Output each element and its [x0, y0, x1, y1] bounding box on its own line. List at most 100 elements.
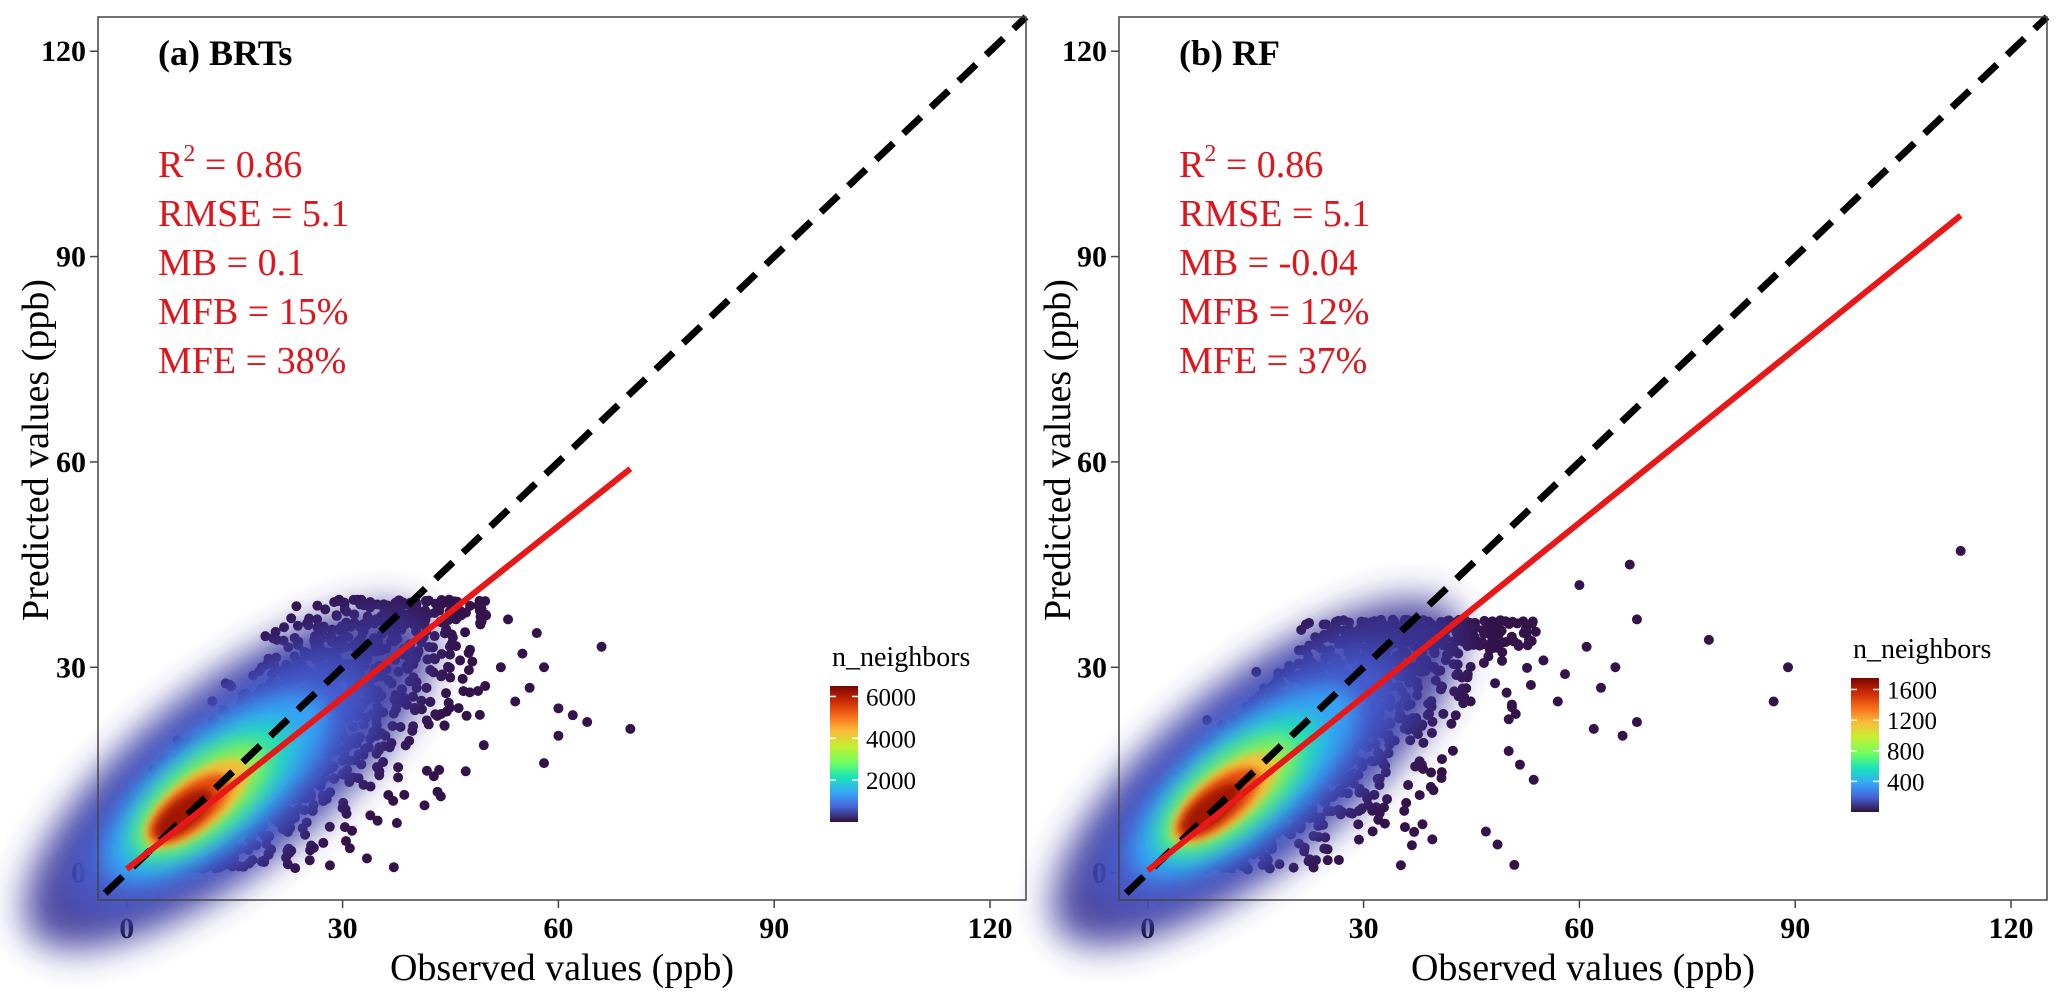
legend-title-a: n_neighbors	[832, 642, 970, 673]
density-point-b-1592	[1403, 780, 1414, 791]
density-point-b-2263	[1371, 802, 1382, 813]
density-point-a-921	[458, 686, 469, 697]
density-point-b-2160	[1356, 804, 1367, 815]
density-point-b-364	[1436, 754, 1447, 765]
outlier-point-a-10	[539, 758, 550, 769]
density-point-a-1461	[324, 860, 335, 871]
density-point-a-2415	[348, 594, 359, 605]
stat-mfe-a: MFE = 38%	[158, 340, 346, 382]
density-point-b-1403	[1450, 710, 1461, 721]
density-point-a-2268	[365, 781, 376, 792]
density-point-b-2172	[1453, 691, 1464, 702]
density-point-a-1924	[281, 852, 292, 863]
density-point-a-2032	[453, 703, 464, 714]
outlier-point-a-6	[567, 710, 578, 721]
x-tick-label-a-120: 120	[968, 912, 1013, 945]
density-point-a-193	[419, 800, 430, 811]
x-tick-label-a-60: 60	[543, 912, 573, 945]
legend-tick-label-a-4000: 4000	[866, 726, 916, 753]
density-point-a-2409	[430, 598, 441, 609]
density-point-a-1920	[372, 815, 383, 826]
density-point-a-2395	[339, 599, 350, 610]
density-point-b-2191	[1488, 634, 1499, 645]
density-point-b-1092	[1514, 759, 1525, 770]
density-point-b-1365	[1399, 822, 1410, 833]
density-cloud-b	[1051, 598, 1541, 946]
y-tick-label-b-120: 120	[1062, 35, 1107, 68]
density-point-b-1769	[1414, 790, 1425, 801]
outlier-point-a-0	[503, 614, 514, 625]
reference-line-a	[102, 14, 1029, 896]
density-point-b-1147	[1319, 843, 1330, 854]
density-point-b-852	[1528, 774, 1539, 785]
density-point-a-2428	[476, 616, 487, 627]
density-point-b-1779	[1418, 737, 1429, 748]
density-point-a-996	[461, 710, 472, 721]
stat-r2-a-value: = 0.86	[195, 144, 302, 186]
plot-area-b	[1051, 14, 2050, 946]
x-tick-label-a-30: 30	[328, 912, 358, 945]
density-point-a-1762	[383, 789, 394, 800]
density-point-a-2044	[399, 789, 410, 800]
density-point-b-1303	[1483, 651, 1494, 662]
density-point-b-1792	[1426, 727, 1437, 738]
stat-r2-a: R2 = 0.86	[158, 141, 302, 186]
density-point-a-977	[432, 786, 443, 797]
density-point-a-1147	[388, 862, 399, 873]
density-point-a-823	[445, 672, 456, 683]
density-point-a-63	[365, 810, 376, 821]
plot-area-a	[23, 14, 1029, 950]
density-point-a-1915	[291, 601, 302, 612]
density-point-b-1893	[1367, 826, 1378, 837]
density-point-b-2271	[1464, 634, 1475, 645]
x-tick-label-b-30: 30	[1349, 912, 1379, 945]
density-point-a-279	[457, 673, 468, 684]
density-point-a-2503	[423, 719, 434, 730]
density-point-a-2591	[260, 631, 271, 642]
density-point-b-2279	[1436, 773, 1447, 784]
stat-rmse-a: RMSE = 5.1	[158, 193, 349, 235]
density-point-a-2190	[347, 825, 358, 836]
density-point-b-2122	[1521, 625, 1532, 636]
density-point-b-561	[1506, 699, 1517, 710]
density-point-a-2581	[480, 596, 491, 607]
density-point-b-1854	[1379, 818, 1390, 829]
density-point-a-2594	[378, 757, 389, 768]
density-point-b-1849	[1322, 855, 1333, 866]
density-point-b-1287	[1304, 854, 1315, 865]
panel-title-a: (a) BRTs	[158, 33, 292, 73]
density-point-a-1291	[480, 681, 491, 692]
outlier-point-a-4	[553, 703, 564, 714]
density-point-a-677	[442, 661, 453, 672]
stat-r2-a-label: R	[158, 144, 184, 186]
density-point-b-1986	[1395, 860, 1406, 871]
outlier-point-a-1	[517, 648, 528, 659]
density-point-b-2274	[1438, 708, 1449, 719]
stats-block-a: R2 = 0.86 RMSE = 5.1 MB = 0.1 MFB = 15% …	[158, 141, 349, 382]
density-point-b-2220	[1462, 669, 1473, 680]
density-point-a-2535	[473, 685, 484, 696]
density-point-b-706	[1288, 862, 1299, 873]
density-point-a-2582	[305, 845, 316, 856]
x-tick-label-b-120: 120	[1989, 912, 2034, 945]
stat-mb-a: MB = 0.1	[158, 242, 305, 284]
density-point-b-1201	[1497, 647, 1508, 658]
stat-mfb-a: MFB = 15%	[158, 291, 348, 333]
density-point-a-1451	[408, 721, 419, 732]
density-point-b-380	[1492, 839, 1503, 850]
outlier-point-a-13	[510, 696, 521, 707]
y-tick-label-a-90: 90	[56, 241, 86, 274]
density-point-a-632	[320, 604, 331, 615]
density-point-a-1466	[318, 837, 329, 848]
x-tick-label-a-90: 90	[759, 912, 789, 945]
density-point-a-1944	[391, 818, 402, 829]
density-point-a-2247	[393, 762, 404, 773]
density-point-b-1000	[1522, 662, 1533, 673]
density-point-a-2529	[428, 667, 439, 678]
y-tick-label-b-60: 60	[1077, 446, 1107, 479]
